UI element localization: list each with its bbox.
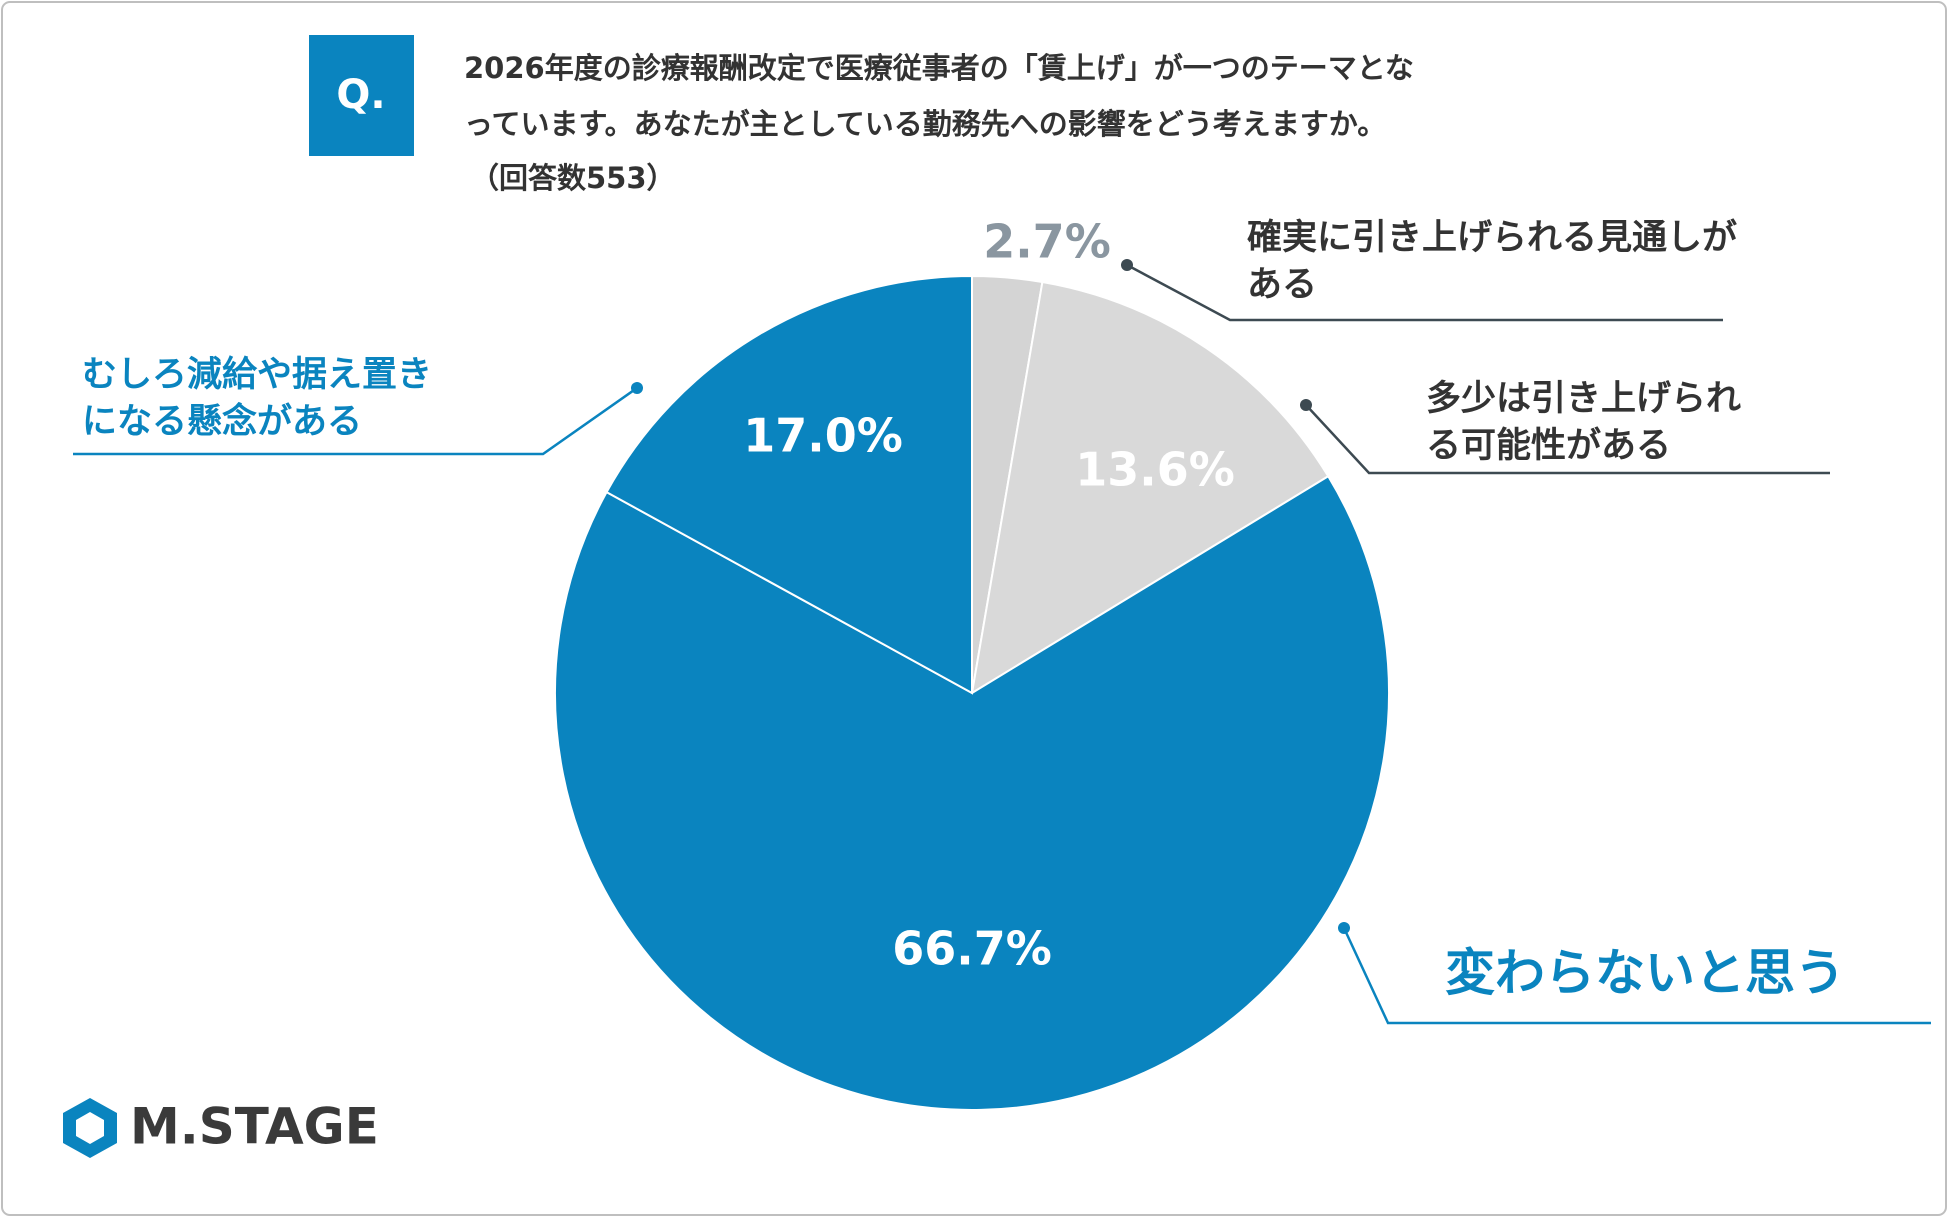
badge: Q. [336,72,385,118]
value-label: 13.6% [1075,443,1235,497]
leader-line [73,386,638,456]
leader-line [1126,263,1723,322]
leader-line [1342,927,1931,1025]
pie-slice [970,280,1330,695]
leader-dot [1338,922,1350,934]
subtitle: （回答数553） [470,161,676,195]
badge-box [309,35,414,156]
pie-slice [605,274,973,695]
value-label: 66.7% [892,922,1052,976]
logo: M.STAGE [130,1098,379,1156]
category-label: 変わらないと思う [1445,944,1845,1002]
title-line: っています。あなたが主としている勤務先への影響をどう考えますか。 [464,107,1386,141]
category-label: 確実に引き上げられる見通しがある [1247,218,1738,306]
value-label: 17.0% [743,409,903,463]
leader-dot [1300,399,1312,411]
leader-dot [631,382,643,394]
leader-line [1305,404,1830,475]
pie-slice [554,474,1390,1112]
leader-dot [1121,259,1133,271]
title-line: 2026年度の診療報酬改定で医療従事者の「賃上げ」が一つのテーマとな [464,51,1414,85]
value-label: 2.7% [983,215,1111,269]
category-label: 多少は引き上げられる可能性がある [1426,379,1742,467]
logo-icon-inner [76,1112,104,1144]
category-label: むしろ減給や据え置きになる懸念がある [82,355,433,443]
